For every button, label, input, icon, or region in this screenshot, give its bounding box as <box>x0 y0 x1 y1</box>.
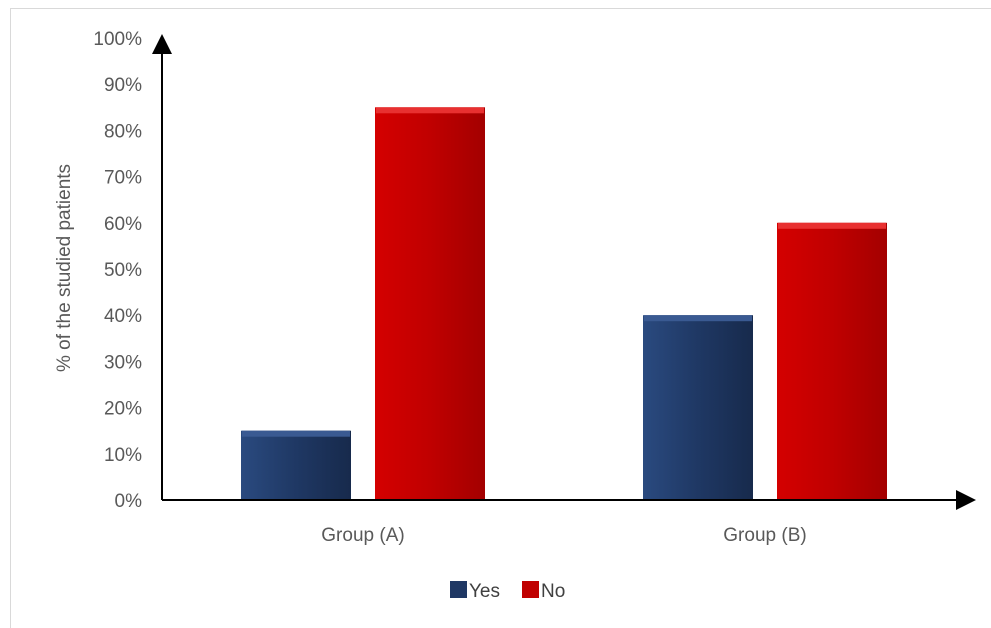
bar-bevel <box>376 107 484 114</box>
x-category-label: Group (B) <box>723 525 806 546</box>
y-tick-label: 40% <box>104 306 142 327</box>
chart-frame <box>10 8 991 628</box>
bar-bevel <box>644 315 752 322</box>
y-tick-label: 90% <box>104 75 142 96</box>
bar-no-group-a <box>375 107 485 501</box>
y-tick-label: 100% <box>93 29 142 50</box>
legend-label-no: No <box>541 581 565 602</box>
legend-swatch-yes <box>450 581 467 598</box>
y-tick-label: 50% <box>104 260 142 281</box>
y-tick-label: 80% <box>104 121 142 142</box>
y-tick-labels: 0% 10% 20% 30% 40% 50% 60% 70% 80% 90% 100% <box>93 29 142 512</box>
y-tick-label: 70% <box>104 168 142 189</box>
y-tick-label: 10% <box>104 445 142 466</box>
legend-label-yes: Yes <box>469 581 500 602</box>
y-tick-label: 60% <box>104 214 142 235</box>
y-tick-label: 20% <box>104 399 142 420</box>
y-tick-label: 30% <box>104 352 142 373</box>
x-category-label: Group (A) <box>321 525 404 546</box>
bars <box>241 107 887 501</box>
bar-no-group-b <box>777 222 887 501</box>
legend: Yes No <box>450 581 565 602</box>
y-axis-title: % of the studied patients <box>54 164 75 372</box>
bar-yes-group-a <box>241 430 351 500</box>
legend-swatch-no <box>522 581 539 598</box>
bar-bevel <box>242 430 350 437</box>
y-tick-label: 0% <box>115 491 143 512</box>
x-category-labels: Group (A) Group (B) <box>321 525 806 546</box>
bar-bevel <box>778 222 886 229</box>
bar-yes-group-b <box>643 315 753 500</box>
